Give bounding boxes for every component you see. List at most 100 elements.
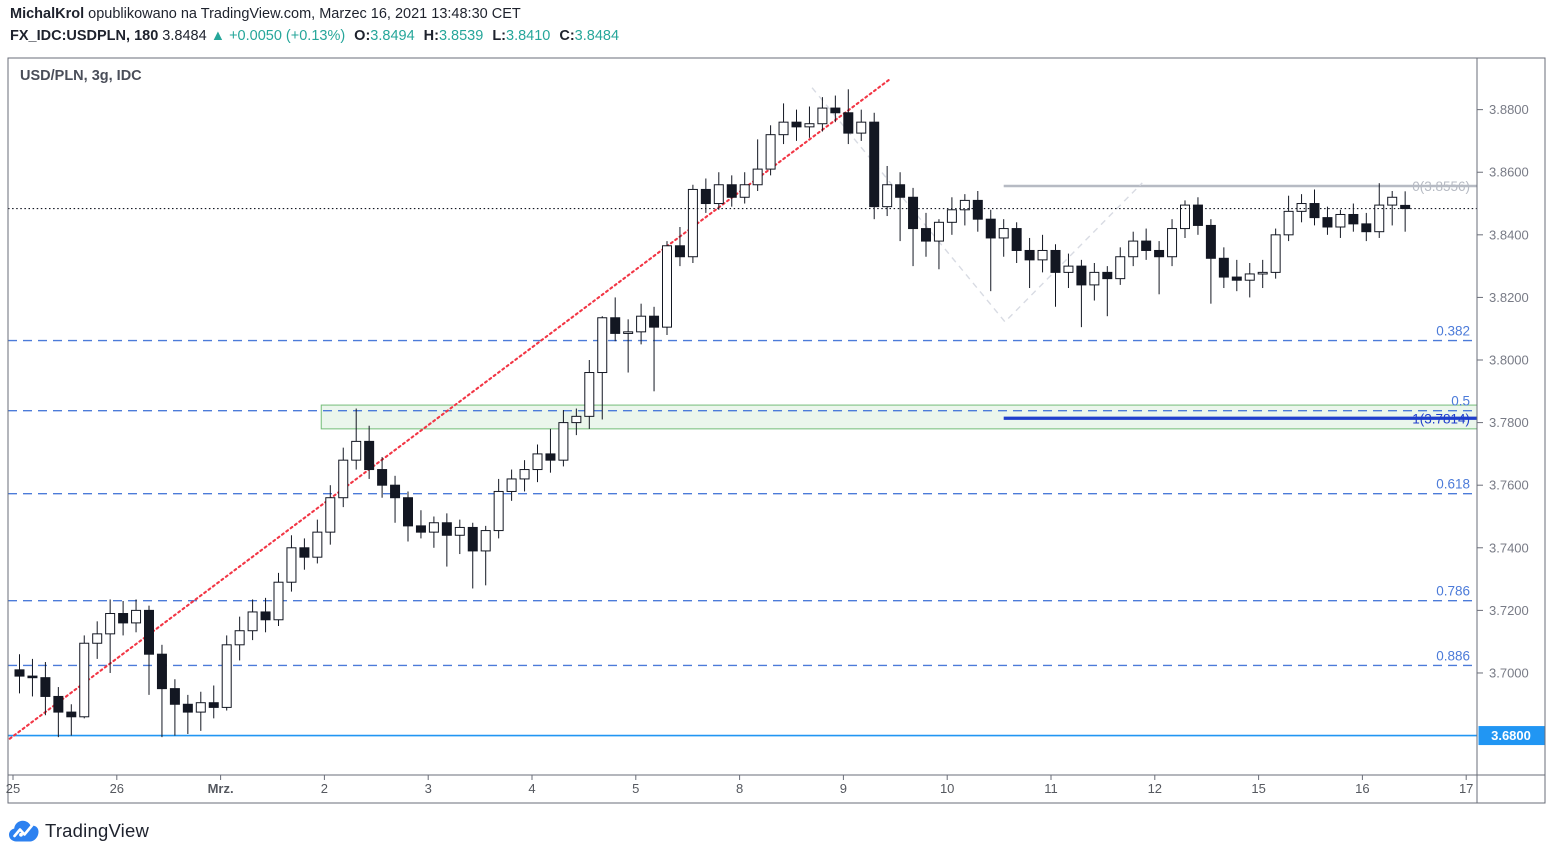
time-axis[interactable]: 25 26 Mrz. 2 3 4 5 8 9 10 11 12 15 16 17 (6, 775, 1474, 796)
candle-body (415, 525, 426, 533)
candle-body (869, 121, 880, 208)
candle-body (1180, 204, 1190, 230)
candle-body (428, 522, 439, 533)
candle-body (895, 184, 906, 198)
price-label: 3.7200 (1489, 603, 1529, 618)
symbol-interval[interactable]: FX_IDC:USDPLN, 180 (10, 28, 159, 44)
candles-layer (14, 89, 1411, 738)
candle-body (545, 453, 556, 461)
publish-line: MichalKrol opublikowano na TradingView.c… (10, 6, 521, 22)
candle-body (1283, 210, 1294, 236)
candle-body (1322, 217, 1333, 228)
candle-body (493, 490, 504, 532)
candle-body (713, 184, 724, 205)
candle-body (169, 688, 180, 705)
candle-body (66, 711, 77, 718)
candle-body (726, 184, 737, 198)
candle-body (1089, 271, 1100, 286)
date-label: 9 (840, 781, 847, 796)
candle-body (156, 653, 167, 690)
candle-body (208, 702, 219, 708)
candle-body (131, 609, 142, 624)
low-value: 3.8410 (506, 28, 551, 44)
candle-body (1167, 228, 1178, 258)
candle-body (1296, 203, 1307, 212)
candle-body (1154, 249, 1165, 258)
candle-body (1076, 265, 1087, 286)
date-label: 2 (321, 781, 328, 796)
candle-body (1192, 204, 1203, 226)
candle-body (1257, 271, 1268, 275)
candle-body (260, 611, 271, 621)
candle-body (221, 644, 232, 708)
candle-body (1231, 276, 1242, 281)
candle-body (1309, 203, 1320, 219)
candle-body (1374, 204, 1385, 233)
candle-body (765, 134, 776, 170)
candle-body (1400, 204, 1411, 210)
candle-body (454, 526, 465, 536)
candle-body (480, 530, 491, 552)
candle-body (325, 497, 336, 533)
date-label: 17 (1459, 781, 1473, 796)
candle-body (1205, 224, 1216, 259)
candle-body (830, 107, 841, 114)
candle-body (390, 484, 401, 499)
chart-legend-title[interactable]: USD/PLN, 3g, IDC (20, 68, 142, 84)
price-label: 3.8400 (1489, 227, 1529, 242)
date-label: 5 (632, 781, 639, 796)
candle-body (338, 459, 349, 499)
price-badge-label: 3.6800 (1491, 728, 1531, 743)
candle-body (234, 630, 245, 646)
candle-body (519, 469, 530, 480)
candle-body (182, 703, 193, 713)
candle-body (908, 196, 919, 230)
candle-body (946, 209, 957, 223)
candle-body (195, 702, 206, 713)
candle-body (27, 675, 38, 679)
candle-body (53, 695, 64, 713)
candle-body (1102, 271, 1113, 280)
change-arrow-icon: ▲ (210, 28, 226, 44)
fib-zero-label: 0(3.8556) (1412, 179, 1470, 194)
price-label: 3.7000 (1489, 665, 1529, 680)
candle-body (403, 497, 413, 527)
candle-body (1361, 223, 1372, 233)
candle-body (558, 422, 569, 461)
date-label: 15 (1251, 781, 1265, 796)
candle-body (1128, 240, 1139, 258)
author-name[interactable]: MichalKrol (10, 6, 85, 22)
fib-level-label: 0.786 (1436, 584, 1470, 599)
date-label: 26 (110, 781, 124, 796)
price-label: 3.7600 (1489, 478, 1529, 493)
high-value: 3.8539 (438, 28, 484, 44)
candle-body (299, 547, 310, 558)
price-label: 3.8200 (1489, 290, 1529, 305)
fib-level-label: 0.618 (1436, 477, 1470, 492)
candle-body (364, 440, 375, 471)
tradingview-brand-text: TradingView (45, 819, 150, 841)
candle-body (959, 199, 970, 211)
close-label: C: (559, 28, 575, 44)
price-axis[interactable]: 3.8800 3.8600 3.8400 3.8200 3.8000 3.7800 3.76… (1477, 102, 1545, 746)
candle-body (118, 613, 129, 624)
candle-body (636, 315, 647, 333)
date-label: 11 (1044, 781, 1058, 796)
price-change: +0.0050 (+0.13%) (229, 28, 346, 44)
candle-body (972, 199, 983, 220)
candle-body (985, 218, 996, 239)
last-price: 3.8484 (162, 28, 207, 44)
price-label: 3.7400 (1489, 540, 1529, 555)
date-label: Mrz. (208, 781, 234, 796)
candle-body (1037, 249, 1048, 261)
candle-body (1141, 240, 1152, 251)
candle-body (1115, 256, 1126, 280)
candle-body (584, 372, 595, 417)
candle-body (506, 478, 517, 492)
candle-body (778, 121, 789, 136)
candle-body (752, 168, 763, 186)
price-label: 3.8600 (1489, 165, 1529, 180)
tradingview-logo[interactable]: TradingView (8, 817, 149, 844)
date-label: 10 (940, 781, 954, 796)
